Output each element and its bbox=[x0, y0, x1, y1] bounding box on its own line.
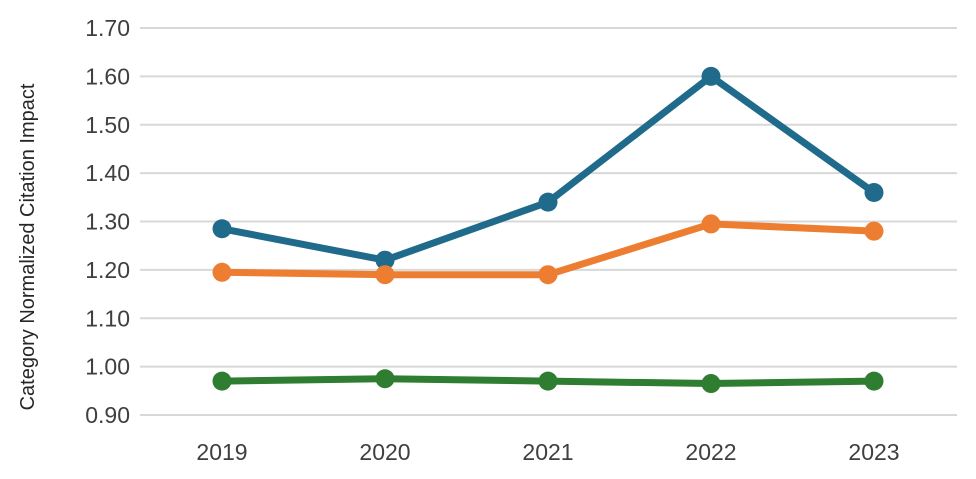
blue-series-line bbox=[218, 72, 878, 264]
orange-series-point-marker bbox=[701, 214, 721, 234]
y-tick-label: 1.60 bbox=[85, 63, 130, 89]
y-tick-label: 1.00 bbox=[85, 354, 130, 380]
x-tick-label: 2020 bbox=[359, 439, 410, 465]
blue-series-point-marker bbox=[538, 192, 558, 212]
blue-series-point-marker bbox=[212, 219, 232, 239]
y-axis-title: Category Normalized Citation Impact bbox=[17, 83, 39, 410]
green-series-point-marker bbox=[538, 371, 558, 391]
blue-series-point-marker bbox=[701, 66, 721, 86]
orange-series-point-marker bbox=[212, 262, 232, 282]
y-tick-label: 1.50 bbox=[85, 112, 130, 138]
y-tick-label: 1.70 bbox=[85, 15, 130, 41]
green-series-point-marker bbox=[864, 371, 884, 391]
green-series-point-marker bbox=[212, 371, 232, 391]
y-tick-label: 1.20 bbox=[85, 257, 130, 283]
green-series-point-marker bbox=[375, 369, 395, 389]
x-tick-label: 2019 bbox=[196, 439, 247, 465]
y-tick-label: 1.10 bbox=[85, 305, 130, 331]
y-tick-label: 0.90 bbox=[85, 402, 130, 428]
orange-series-point-marker bbox=[864, 221, 884, 241]
orange-series-point-marker bbox=[375, 265, 395, 285]
y-tick-label: 1.30 bbox=[85, 209, 130, 235]
blue-series-point-marker bbox=[864, 182, 884, 202]
x-tick-label: 2022 bbox=[685, 439, 736, 465]
x-tick-label: 2023 bbox=[848, 439, 899, 465]
blue-series-point-marker bbox=[375, 250, 395, 270]
y-tick-label: 1.40 bbox=[85, 160, 130, 186]
x-tick-label: 2021 bbox=[522, 439, 573, 465]
green-series-point-marker bbox=[701, 374, 721, 394]
orange-series-point-marker bbox=[538, 265, 558, 285]
